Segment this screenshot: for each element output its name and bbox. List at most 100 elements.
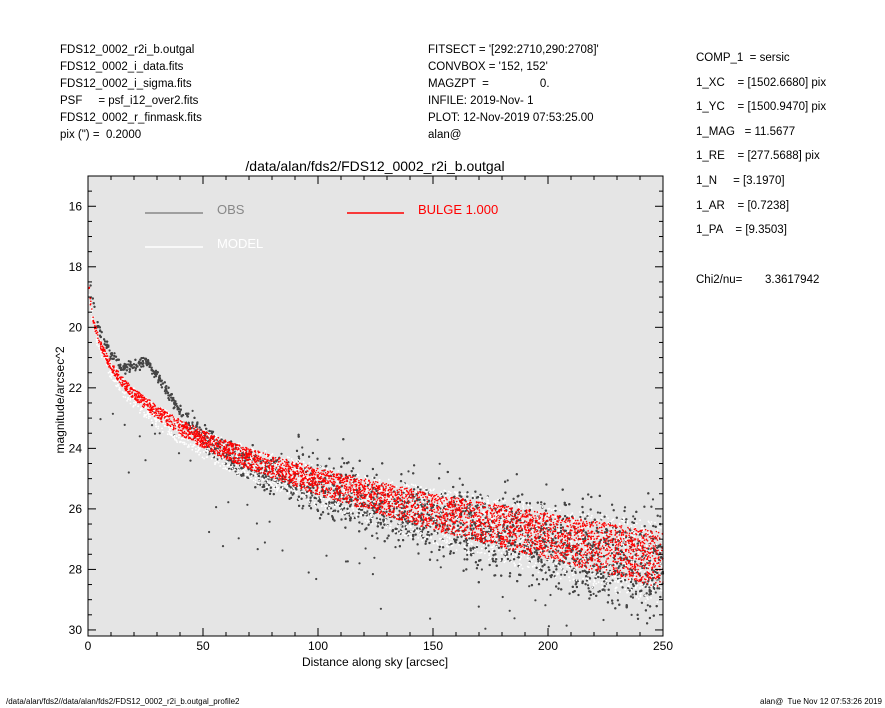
obs-point <box>552 570 555 574</box>
obs-point <box>449 550 452 553</box>
obs-point <box>167 397 170 400</box>
obs-point <box>654 525 657 528</box>
obs-point <box>575 585 579 589</box>
obs-point <box>344 526 347 529</box>
obs-point <box>444 492 447 495</box>
obs-point <box>346 462 349 465</box>
obs-point <box>387 534 390 537</box>
obs-point <box>472 527 475 530</box>
obs-point <box>381 462 384 465</box>
obs-point <box>149 364 152 367</box>
obs-point <box>137 361 140 365</box>
obs-point <box>452 485 455 489</box>
obs-point <box>157 379 160 382</box>
obs-point <box>606 601 610 604</box>
obs-point <box>647 492 650 495</box>
obs-point <box>426 513 429 516</box>
obs-point <box>564 503 567 507</box>
obs-point <box>376 525 379 528</box>
obs-point <box>105 343 109 346</box>
obs-point <box>286 489 289 492</box>
obs-point <box>656 514 659 517</box>
header-mid-line: CONVBOX = '152, 152' <box>428 61 548 73</box>
obs-point <box>643 505 646 508</box>
obs-point <box>648 593 651 596</box>
obs-point <box>106 340 109 343</box>
obs-point <box>436 524 439 527</box>
obs-point <box>263 489 266 492</box>
obs-point <box>466 495 469 498</box>
obs-point <box>544 509 548 512</box>
obs-point <box>633 517 637 521</box>
obs-point <box>377 521 380 524</box>
obs-point <box>272 493 275 496</box>
obs-point <box>142 365 145 368</box>
obs-point <box>475 567 478 570</box>
obs-point <box>634 592 638 596</box>
obs-point <box>571 585 574 589</box>
obs-point <box>632 515 635 518</box>
param-line: COMP_1 = sersic <box>696 52 790 64</box>
chi2-label: Chi2/nu= <box>696 274 743 286</box>
obs-point <box>584 583 587 586</box>
header-left-line: FDS12_0002_i_sigma.fits <box>60 78 192 90</box>
obs-point <box>436 504 439 507</box>
obs-point <box>187 412 190 415</box>
obs-point <box>488 563 491 567</box>
header-left-line: FDS12_0002_i_data.fits <box>60 61 184 73</box>
obs-point <box>587 493 590 496</box>
obs-point <box>655 605 658 608</box>
obs-point <box>599 565 602 568</box>
obs-point <box>361 522 364 525</box>
obs-point <box>99 329 102 332</box>
obs-point <box>469 547 472 550</box>
obs-point <box>646 604 649 607</box>
obs-point <box>644 609 648 612</box>
obs-point <box>579 515 582 519</box>
obs-point <box>324 465 327 468</box>
obs-point <box>119 363 122 366</box>
obs-point <box>229 464 232 467</box>
obs-point <box>591 545 594 548</box>
obs-point <box>508 541 511 545</box>
obs-point <box>649 605 652 608</box>
obs-point <box>394 546 397 549</box>
obs-point <box>618 603 621 606</box>
obs-point <box>427 530 430 534</box>
obs-point <box>151 372 154 375</box>
obs-point <box>328 457 331 460</box>
obs-point <box>128 370 131 373</box>
header-mid-line: alan@ <box>428 129 462 141</box>
obs-point <box>358 521 361 524</box>
obs-point <box>302 504 305 508</box>
obs-point <box>644 554 647 557</box>
obs-point <box>155 373 158 376</box>
obs-point <box>358 459 361 462</box>
obs-point <box>468 503 471 506</box>
obs-point <box>262 483 265 487</box>
obs-point <box>174 400 177 403</box>
obs-point <box>598 570 602 573</box>
obs-point <box>139 358 142 361</box>
obs-point <box>463 558 466 561</box>
obs-point <box>466 553 469 557</box>
obs-point <box>504 480 507 483</box>
obs-point <box>382 518 385 522</box>
obs-point <box>656 587 659 590</box>
obs-point <box>178 412 181 415</box>
obs-point <box>420 518 423 521</box>
obs-point <box>634 580 637 583</box>
obs-point <box>191 409 194 412</box>
obs-point <box>153 373 157 376</box>
obs-point <box>397 539 400 542</box>
obs-point <box>632 584 635 588</box>
obs-point <box>495 558 498 561</box>
obs-point <box>254 486 257 489</box>
obs-point <box>603 585 606 588</box>
obs-point <box>316 438 319 441</box>
obs-point <box>428 513 431 517</box>
obs-point <box>652 614 655 617</box>
obs-point <box>547 566 550 569</box>
obs-point <box>343 462 346 465</box>
obs-point <box>403 518 406 521</box>
